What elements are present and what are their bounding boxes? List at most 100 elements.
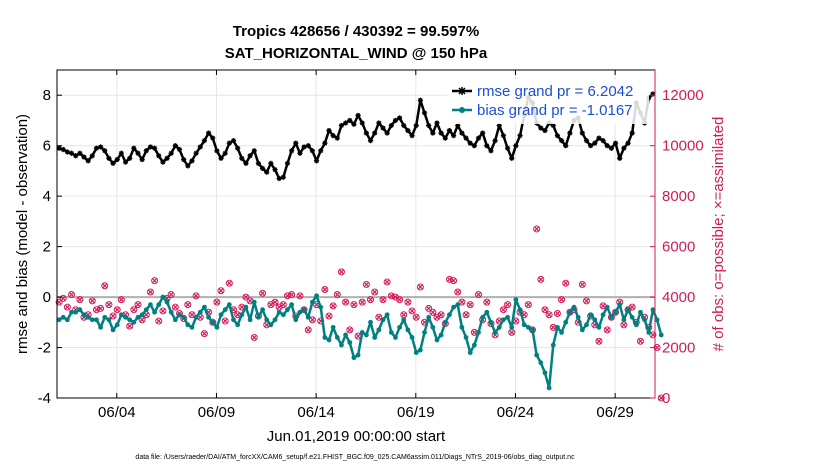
rmse-point [392, 117, 399, 124]
bias-point [563, 319, 569, 325]
rmse-point [567, 130, 573, 136]
rmse-point [205, 130, 212, 136]
rmse-point [397, 115, 403, 121]
obs-possible-point [367, 296, 375, 304]
rmse-point [434, 120, 440, 126]
bias-point [484, 309, 490, 315]
bias-point [239, 312, 245, 318]
legend-rmse-marker [458, 87, 466, 95]
obs-assimilated-point [330, 303, 336, 309]
rmse-point [405, 127, 411, 134]
rmse-point [89, 153, 95, 159]
rmse-point [500, 133, 507, 139]
bias-series [56, 293, 664, 391]
obs-assimilated-point [654, 344, 660, 351]
obs-assimilated-point [276, 304, 282, 310]
obs-assimilated-point [338, 269, 345, 275]
obs-assimilated-point [579, 281, 585, 288]
rmse-point [430, 130, 436, 136]
obs-assimilated-point [563, 280, 569, 286]
bias-point [542, 370, 548, 376]
bias-point [355, 352, 361, 358]
bias-point [567, 309, 573, 315]
rmse-point [85, 158, 91, 164]
y-axis-ticks: -4 -2 0 2 4 6 8 [38, 87, 62, 407]
obs-assimilated-point [77, 296, 83, 303]
obs-assimilated-point [214, 299, 220, 305]
obs-assimilated-point [189, 312, 195, 318]
bias-point [218, 312, 224, 318]
obs-possible-point [209, 318, 217, 326]
obs-assimilated-point [430, 309, 436, 315]
obs-possible-point [541, 306, 549, 314]
bias-point [625, 307, 631, 313]
bias-point [256, 314, 261, 320]
obs-possible-point [537, 275, 545, 283]
rmse-point [558, 138, 565, 144]
bias-point [64, 317, 70, 323]
bias-point [131, 319, 137, 325]
rmse-point [151, 145, 158, 151]
rmse-point [293, 140, 299, 146]
obs-assimilated-point [64, 304, 71, 310]
obs-assimilated-point [68, 291, 75, 298]
bias-point [409, 335, 415, 340]
rmse-point [388, 122, 394, 129]
rmse-point [488, 148, 494, 154]
legend-bias-entry: bias grand pr = -1.0167 [452, 102, 633, 119]
bias-point [513, 297, 519, 302]
obs-assimilated-point [409, 308, 415, 314]
obs-assimilated-point [459, 299, 465, 305]
rmse-point [222, 150, 228, 156]
y-tick-label: 6 [43, 138, 51, 155]
rmse-point [438, 130, 444, 136]
obs-possible-point [333, 291, 341, 299]
rmse-point [56, 145, 62, 151]
obs-assimilated-point [380, 296, 386, 303]
bias-point [343, 332, 349, 338]
bias-point [152, 309, 157, 315]
obs-assimilated-point [463, 312, 469, 318]
rmse-point [264, 169, 270, 175]
rmse-point [554, 133, 561, 139]
obs-possible-point [126, 322, 134, 330]
bias-point [592, 317, 598, 323]
obs-assimilated-point [89, 298, 95, 304]
rmse-point [600, 138, 606, 144]
rmse-point [305, 143, 311, 149]
bias-point [156, 302, 162, 308]
obs-possible-point [259, 289, 267, 297]
obs-possible-point [533, 225, 541, 233]
rmse-point [496, 122, 502, 129]
bias-point [114, 322, 120, 328]
bias-point [69, 309, 74, 315]
rmse-point [446, 127, 453, 134]
obs-assimilated-point [504, 302, 511, 308]
bias-point [604, 304, 610, 310]
obs-assimilated-point [347, 327, 353, 333]
rmse-point [160, 159, 166, 165]
bias-point [555, 324, 560, 330]
bias-point [347, 340, 353, 345]
obs-assimilated-point [56, 299, 62, 305]
obs-possible-point [155, 317, 163, 325]
obs-assimilated-point [534, 226, 540, 232]
rmse-point [596, 135, 602, 141]
rmse-point [608, 145, 614, 151]
bias-point [617, 302, 623, 308]
obs-assimilated-point [172, 304, 178, 310]
rmse-point [272, 167, 278, 173]
bias-point [289, 302, 295, 308]
obs-assimilated-point [305, 327, 311, 333]
obs-assimilated-point [247, 298, 253, 304]
rmse-point [135, 150, 141, 156]
rmse-point [550, 122, 556, 129]
rmse-point [372, 130, 378, 136]
bias-point [127, 317, 133, 323]
rmse-point [347, 117, 353, 124]
obs-assimilated-point [243, 294, 249, 300]
rmse-point [164, 155, 170, 161]
rmse-point [102, 148, 108, 154]
bias-point [480, 314, 486, 320]
bias-point [139, 312, 145, 318]
